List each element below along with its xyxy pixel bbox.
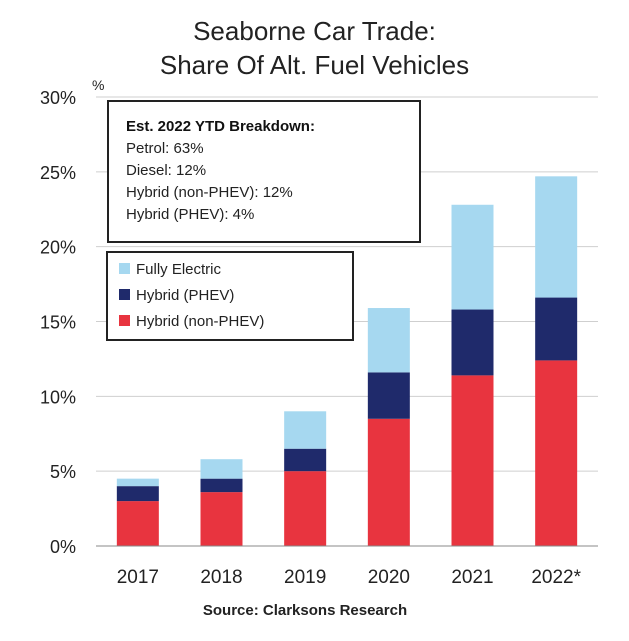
annotation-line-hybrid-phev: Hybrid (PHEV): 4% [126,206,254,223]
chart-title-line-2: Share Of Alt. Fuel Vehicles [159,50,470,80]
bar-2022-fully-electric [535,176,578,298]
y-tick-label-25: 25% [40,163,76,183]
legend-swatch-hybrid-non-phev [119,315,130,326]
y-tick-label-5: 5% [50,462,76,482]
bar-2021-fully-electric [451,204,494,310]
bar-2019-fully-electric [284,411,327,449]
bar-2018-hybrid-non-phev [200,492,243,546]
bar-2020-hybrid-phev [367,372,410,419]
y-tick-label-0: 0% [50,537,76,557]
bar-2017-hybrid-phev [116,486,159,502]
x-tick-label-2019: 2019 [284,567,326,588]
y-tick-label-10: 10% [40,387,76,407]
annotation-frame [107,100,421,243]
bar-2021-hybrid-phev [451,309,494,376]
bar-2018-fully-electric [200,459,243,479]
legend-swatch-fully-electric [119,263,130,274]
annotation-line-petrol: Petrol: 63% [126,140,204,157]
chart-title: Seaborne Car Trade: Share Of Alt. Fuel V… [0,14,629,82]
bar-2021-hybrid-non-phev [451,375,494,546]
y-unit-label: % [92,77,104,93]
bar-2019-hybrid-phev [284,448,327,472]
x-tick-label-2021: 2021 [451,567,493,588]
legend-frame [106,251,354,341]
source-note: Source: Clarksons Research [203,602,407,619]
y-tick-label-20: 20% [40,238,76,258]
x-tick-label-2020: 2020 [368,567,410,588]
bar-2017-fully-electric [116,478,159,487]
x-tick-label-2017: 2017 [117,567,159,588]
annotation-box: Est. 2022 YTD Breakdown: Petrol: 63% Die… [107,100,421,243]
legend-swatch-hybrid-phev [119,289,130,300]
legend: Fully Electric Hybrid (PHEV) Hybrid (non… [106,251,354,341]
chart-title-line-1: Seaborne Car Trade: [193,16,436,46]
annotation-title: Est. 2022 YTD Breakdown: [126,118,315,135]
legend-label-hybrid-phev: Hybrid (PHEV) [136,287,234,304]
y-tick-label-30: 30% [40,88,76,108]
y-tick-label-15: 15% [40,313,76,333]
annotation-line-hybrid-non-phev: Hybrid (non-PHEV): 12% [126,184,293,201]
bar-2017-hybrid-non-phev [116,501,159,546]
x-tick-label-2022: 2022* [531,567,581,588]
annotation-line-diesel: Diesel: 12% [126,162,206,179]
legend-label-hybrid-non-phev: Hybrid (non-PHEV) [136,313,264,330]
bar-2019-hybrid-non-phev [284,471,327,546]
bar-2018-hybrid-phev [200,478,243,493]
bar-2022-hybrid-non-phev [535,360,578,546]
bar-2020-fully-electric [367,308,410,373]
legend-label-fully-electric: Fully Electric [136,261,222,278]
bar-2022-hybrid-phev [535,297,578,361]
bar-2020-hybrid-non-phev [367,418,410,546]
x-tick-label-2018: 2018 [200,567,242,588]
